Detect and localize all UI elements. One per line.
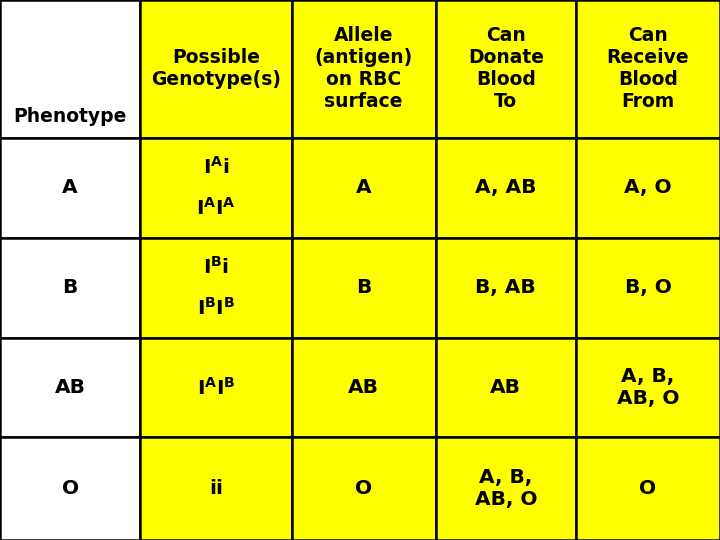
Bar — [436, 0, 576, 138]
Text: B, AB: B, AB — [475, 278, 536, 297]
Text: Possible
Genotype(s): Possible Genotype(s) — [151, 49, 281, 89]
Bar — [292, 338, 436, 437]
Bar — [0, 338, 140, 437]
Bar — [436, 138, 576, 238]
Text: $\mathbf{I^{A}I^{B}}$: $\mathbf{I^{A}I^{B}}$ — [197, 376, 235, 399]
Bar — [436, 338, 576, 437]
Bar — [576, 338, 720, 437]
Text: B, O: B, O — [624, 278, 672, 297]
Bar — [292, 238, 436, 338]
Text: AB: AB — [348, 378, 379, 397]
Bar — [140, 138, 292, 238]
Text: B: B — [63, 278, 78, 297]
Bar — [140, 437, 292, 540]
Text: $\mathbf{I^{A}I^{A}}$: $\mathbf{I^{A}I^{A}}$ — [196, 197, 236, 219]
Text: $\mathbf{I^{B}I^{B}}$: $\mathbf{I^{B}I^{B}}$ — [197, 297, 235, 319]
Text: AB: AB — [490, 378, 521, 397]
Text: A: A — [356, 178, 372, 197]
Text: A, B,
AB, O: A, B, AB, O — [474, 468, 537, 509]
Text: AB: AB — [55, 378, 86, 397]
Bar — [576, 437, 720, 540]
Text: Allele
(antigen)
on RBC
surface: Allele (antigen) on RBC surface — [315, 26, 413, 111]
Text: $\mathbf{I^{B}i}$: $\mathbf{I^{B}i}$ — [203, 256, 229, 278]
Bar — [436, 437, 576, 540]
Bar — [140, 0, 292, 138]
Bar — [576, 238, 720, 338]
Bar — [140, 238, 292, 338]
Text: Can
Receive
Blood
From: Can Receive Blood From — [607, 26, 689, 111]
Bar — [436, 238, 576, 338]
Bar — [576, 0, 720, 138]
Bar — [0, 238, 140, 338]
Text: B: B — [356, 278, 372, 297]
Text: O: O — [355, 479, 372, 498]
Bar — [140, 338, 292, 437]
Text: A, AB: A, AB — [475, 178, 536, 197]
Text: A, B,
AB, O: A, B, AB, O — [617, 367, 679, 408]
Text: ii: ii — [209, 479, 223, 498]
Bar — [0, 437, 140, 540]
Bar — [576, 138, 720, 238]
Text: A, O: A, O — [624, 178, 672, 197]
Text: A: A — [63, 178, 78, 197]
Text: O: O — [62, 479, 78, 498]
Text: $\mathbf{I^{A}i}$: $\mathbf{I^{A}i}$ — [203, 156, 229, 178]
Text: O: O — [639, 479, 657, 498]
Bar — [292, 138, 436, 238]
Bar — [0, 138, 140, 238]
Bar — [292, 437, 436, 540]
Text: Phenotype: Phenotype — [14, 107, 127, 126]
Text: Can
Donate
Blood
To: Can Donate Blood To — [468, 26, 544, 111]
Bar — [0, 0, 140, 138]
Bar — [292, 0, 436, 138]
